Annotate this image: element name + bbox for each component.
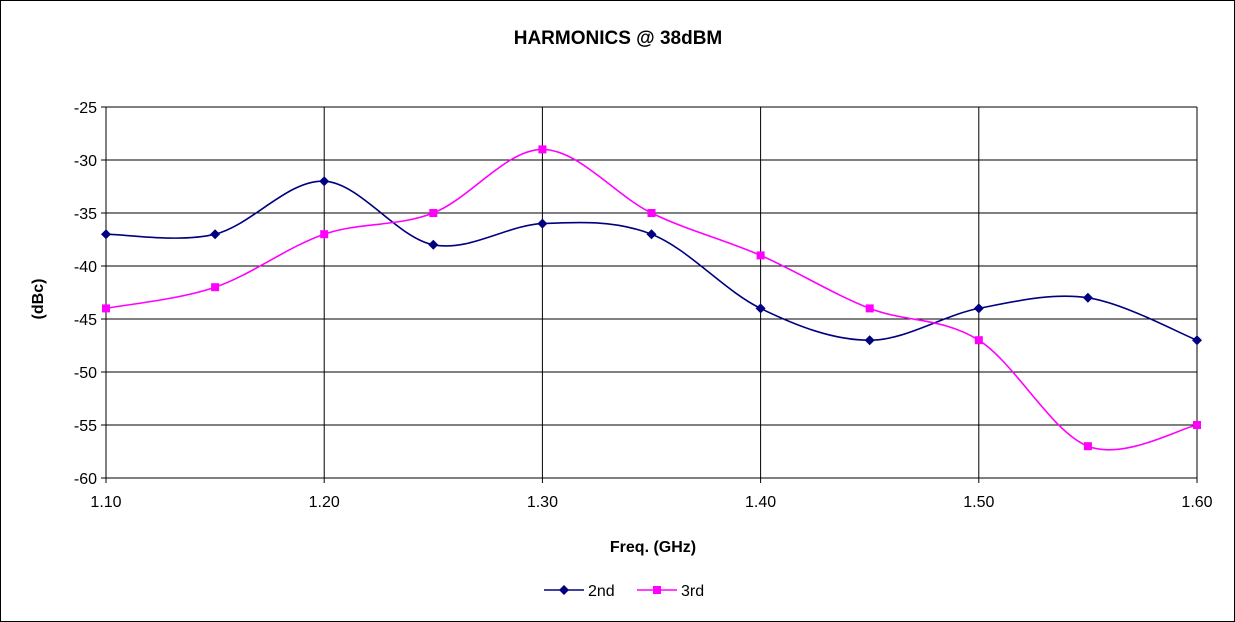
plot-area [106, 107, 1197, 478]
x-tick-label: 1.10 [90, 494, 121, 511]
y-tick-label: -45 [74, 312, 97, 329]
data-point-2nd [101, 229, 111, 240]
x-tick-label: 1.20 [309, 494, 340, 511]
data-point-2nd [210, 229, 221, 240]
data-point-2nd [755, 303, 766, 314]
y-tick-label: -35 [74, 206, 97, 223]
data-point-2nd [1192, 335, 1202, 346]
series-2nd [101, 176, 1202, 346]
y-tick-label: -25 [74, 100, 97, 117]
chart-title: HARMONICS @ 38dBM [514, 28, 723, 49]
series-layer [101, 145, 1202, 451]
data-point-3rd [538, 145, 547, 154]
x-axis-ticks: 1.10 1.20 1.30 1.40 1.50 1.60 [90, 478, 1213, 511]
grid-lines [101, 106, 1198, 483]
data-point-3rd [320, 230, 329, 239]
y-tick-label: -30 [74, 153, 97, 170]
legend: 2nd 3rd [544, 583, 704, 600]
legend-item-2nd: 2nd [544, 583, 615, 600]
y-axis-title: (dBc) [30, 279, 47, 320]
data-point-3rd [102, 304, 110, 313]
data-point-3rd [865, 304, 874, 313]
legend-item-3rd: 3rd [637, 583, 704, 600]
series-3rd [102, 145, 1201, 451]
x-axis-title: Freq. (GHz) [610, 539, 696, 556]
x-tick-label: 1.50 [963, 494, 994, 511]
data-point-2nd [973, 303, 984, 314]
data-point-3rd [974, 336, 983, 345]
data-point-3rd [1193, 421, 1201, 429]
y-tick-label: -50 [74, 365, 97, 382]
data-point-2nd [646, 229, 657, 240]
x-tick-label: 1.30 [527, 494, 558, 511]
legend-marker [559, 585, 569, 595]
data-point-3rd [647, 209, 656, 217]
y-tick-label: -55 [74, 418, 97, 435]
data-point-2nd [1082, 292, 1093, 303]
y-tick-label: -60 [74, 471, 97, 488]
legend-label: 3rd [681, 583, 704, 600]
data-point-3rd [756, 251, 765, 260]
data-point-2nd [537, 218, 548, 229]
data-point-2nd [319, 176, 330, 187]
legend-marker [653, 586, 661, 594]
legend-label: 2nd [588, 583, 615, 600]
data-point-3rd [211, 283, 220, 292]
x-tick-label: 1.60 [1181, 494, 1212, 511]
x-tick-label: 1.40 [745, 494, 776, 511]
data-point-3rd [429, 209, 438, 217]
data-point-2nd [864, 335, 875, 346]
y-axis-ticks: -25 -30 -35 -40 -45 -50 -55 -60 [74, 100, 106, 488]
y-tick-label: -40 [74, 259, 97, 276]
plot-background [106, 107, 1197, 478]
data-point-3rd [1083, 442, 1092, 451]
data-point-2nd [428, 239, 439, 250]
